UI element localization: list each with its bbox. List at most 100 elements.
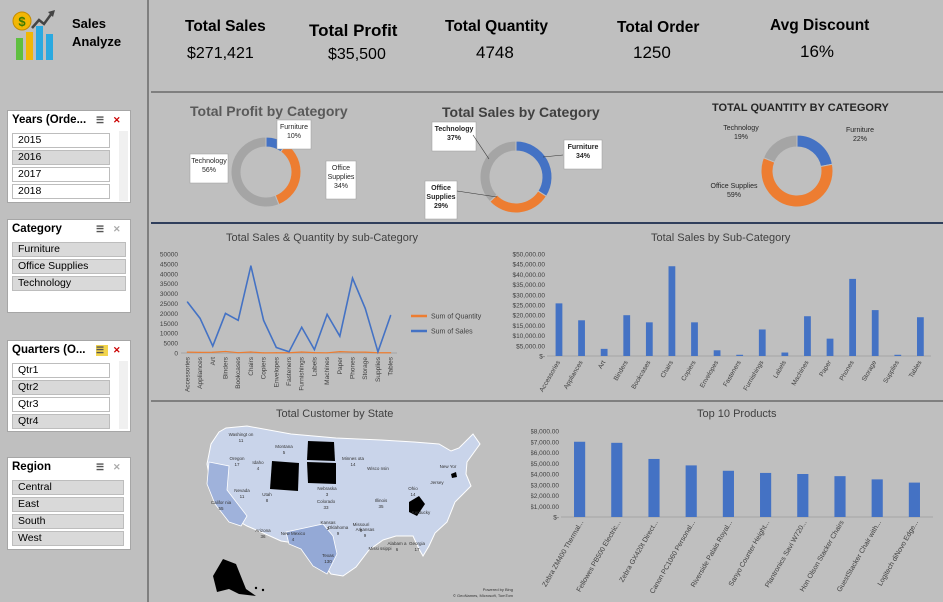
top10-ytick: $6,000.00 <box>531 450 559 457</box>
slicer-item-2015[interactable]: 2015 <box>12 133 110 148</box>
svg-text:9: 9 <box>337 531 340 536</box>
app-title-line2: Analyze <box>72 34 122 49</box>
svg-text:Furniture: Furniture <box>846 127 874 134</box>
line-point-sum-of-sales <box>351 277 354 279</box>
kpi-label-total-sales: Total Sales <box>185 18 266 35</box>
slicer-item-qtr2[interactable]: Qtr2 <box>12 380 110 395</box>
multi-select-icon[interactable]: ☰ <box>96 115 105 125</box>
line-xtick-phones: Phones <box>350 356 357 379</box>
subcat-bar-envelopes <box>713 350 721 356</box>
category-donuts-band: Total Profit by Category Total Sales by … <box>151 95 943 224</box>
subcat-xtick-labels: Labels <box>772 359 788 380</box>
line-xtick-storage: Storage <box>362 357 369 380</box>
category-slicer-title: Category <box>12 223 62 235</box>
slicer-item-qtr3[interactable]: Qtr3 <box>12 397 110 412</box>
line-point-sum-of-sales <box>390 314 392 316</box>
svg-text:Technology: Technology <box>723 125 759 132</box>
slicer-item-technology[interactable]: Technology <box>12 276 126 291</box>
slicer-item-east[interactable]: East <box>12 497 124 512</box>
top10-xtick-canon-pc1060-personal: Canon PC1060 Personal... <box>649 519 697 595</box>
kpi-value-total-order: 1250 <box>633 43 671 62</box>
subcat-xtick-storage: Storage <box>861 359 879 383</box>
slicer-item-office-supplies[interactable]: Office Supplies <box>12 259 126 274</box>
line-ytick: 40000 <box>160 271 178 278</box>
line-xtick-envelopes: Envelopes <box>273 356 280 387</box>
years-scrollbar[interactable] <box>119 131 128 201</box>
subcat-ytick: $- <box>539 354 545 361</box>
line-xtick-appliances: Appliances <box>197 356 204 389</box>
line-ytick: 35000 <box>160 281 178 288</box>
donut1-slice-technology <box>230 136 280 208</box>
multi-select-icon[interactable]: ☰ <box>96 462 105 472</box>
svg-text:Oklahoma: Oklahoma <box>328 525 349 530</box>
slicer-item-2017[interactable]: 2017 <box>12 167 110 182</box>
line-point-sum-of-quantity <box>237 352 239 354</box>
quantity-donut-title: TOTAL QUANTITY BY CATEGORY <box>712 102 889 114</box>
legend-label-sum-of-sales: Sum of Sales <box>431 329 473 336</box>
clear-filter-icon[interactable]: ✕ <box>113 115 121 125</box>
slicer-item-2016[interactable]: 2016 <box>12 150 110 165</box>
donut3-label-technology: Technology 19% <box>723 125 759 141</box>
texas-shape <box>285 523 338 575</box>
svg-text:56%: 56% <box>202 167 216 174</box>
slicer-item-central[interactable]: Central <box>12 480 124 495</box>
clear-filter-icon[interactable]: ✕ <box>113 462 121 472</box>
svg-text:Georgia: Georgia <box>409 541 426 546</box>
line-xtick-supplies: Supplies <box>375 356 382 382</box>
line-xtick-art: Art <box>210 357 217 366</box>
years-slicer-header: Years (Orde... ☰ ✕ <box>8 111 130 131</box>
svg-text:11: 11 <box>240 494 245 499</box>
line-point-sum-of-sales <box>301 326 303 328</box>
line-ytick: 10000 <box>160 331 178 338</box>
line-xtick-tables: Tables <box>388 356 395 376</box>
slicer-item-qtr1[interactable]: Qtr1 <box>12 363 110 378</box>
quarters-slicer-header: Quarters (O... ☰ ✕ <box>8 341 130 361</box>
subcat-ytick: $45,000.00 <box>512 262 545 269</box>
subcat-xtick-accessories: Accessories <box>538 359 562 393</box>
multi-select-icon[interactable]: ☰ <box>96 224 105 234</box>
subcat-xtick-envelopes: Envelopes <box>699 359 721 389</box>
subcat-bar-bookcases <box>645 322 653 356</box>
svg-text:Alabam a: Alabam a <box>387 541 407 546</box>
clear-filter-icon[interactable]: ✕ <box>113 224 121 234</box>
donut2-slice-office-supplies <box>489 190 548 214</box>
quarters-scrollbar[interactable] <box>119 361 128 429</box>
line-xtick-labels: Labels <box>311 356 318 376</box>
top10-xtick-plantronics-savi-w720: Plantronics Savi W720... <box>764 519 808 589</box>
donut3-slice-technology <box>762 134 798 163</box>
subcat-bar-furnishings <box>758 329 766 356</box>
subcat-xtick-binders: Binders <box>613 359 630 382</box>
quarters-slicer: Quarters (O... ☰ ✕ Qtr1 Qtr2 Qtr3 Qtr4 <box>7 340 131 432</box>
slicer-item-west[interactable]: West <box>12 531 124 546</box>
california-shape <box>206 461 248 527</box>
svg-text:Oregon: Oregon <box>229 456 245 461</box>
slicer-item-furniture[interactable]: Furniture <box>12 242 126 257</box>
svg-text:Ohio: Ohio <box>408 486 418 491</box>
subcat-ytick: $25,000.00 <box>512 303 545 310</box>
svg-text:New Mexico: New Mexico <box>281 531 306 536</box>
svg-text:New Yor: New Yor <box>440 464 457 469</box>
slicer-item-qtr4[interactable]: Qtr4 <box>12 414 110 429</box>
line-xtick-machines: Machines <box>324 356 331 385</box>
slicer-item-south[interactable]: South <box>12 514 124 529</box>
top10-ytick: $2,000.00 <box>531 493 559 500</box>
subcat-ytick: $50,000.00 <box>512 252 545 259</box>
subcat-ytick: $40,000.00 <box>512 272 545 279</box>
slicer-item-2018[interactable]: 2018 <box>12 184 110 199</box>
svg-text:Colorado: Colorado <box>317 499 336 504</box>
kpi-label-avg-discount: Avg Discount <box>770 17 870 34</box>
category-slicer-header: Category ☰ ✕ <box>8 220 130 240</box>
svg-text:Missouri: Missouri <box>353 522 370 527</box>
line-point-sum-of-sales <box>275 346 277 349</box>
top10-bar-fellowes-pb500-electric <box>611 442 623 517</box>
svg-text:36: 36 <box>260 534 266 539</box>
top10-bar-hon-olson-stacker-chairs <box>834 476 846 517</box>
profit-donut-title: Total Profit by Category <box>190 103 348 119</box>
multi-select-icon[interactable]: ☰ <box>96 345 108 356</box>
clear-filter-icon[interactable]: ✕ <box>113 345 121 355</box>
kpi-value-total-quantity: 4748 <box>476 43 514 62</box>
svg-text:11: 11 <box>239 438 244 443</box>
